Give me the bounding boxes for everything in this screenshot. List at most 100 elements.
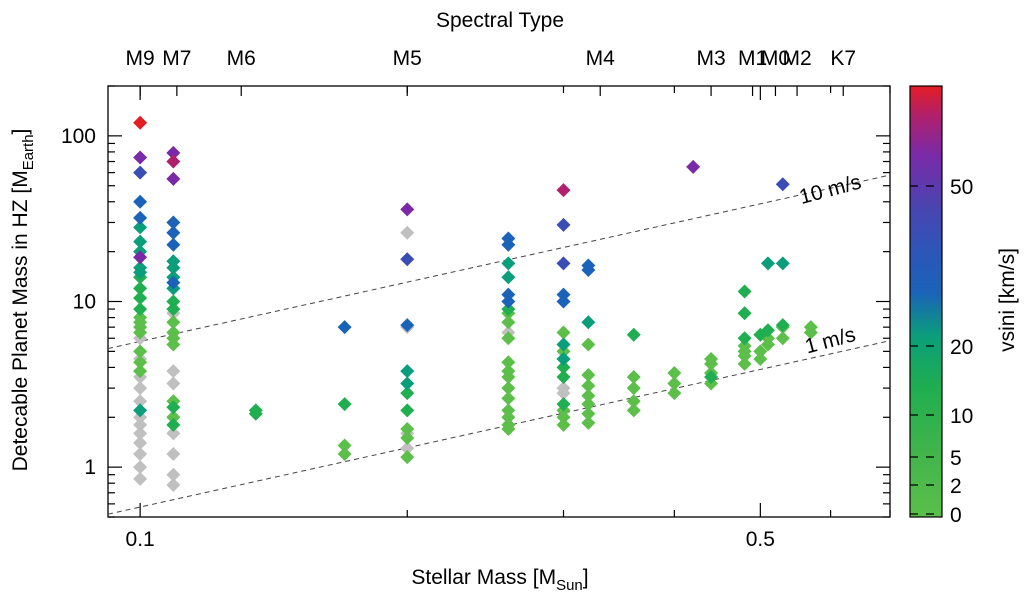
spectral-type-tick-label: M1 <box>738 47 767 70</box>
spectral-type-tick-label: M0 <box>761 47 790 70</box>
data-point <box>166 426 181 441</box>
data-point <box>166 154 181 169</box>
data-point <box>133 302 148 317</box>
data-point <box>626 403 641 418</box>
data-point <box>133 435 148 450</box>
data-point <box>337 320 352 335</box>
data-point <box>166 171 181 186</box>
data-point <box>501 331 516 346</box>
data-point <box>581 337 596 352</box>
data-point <box>626 381 641 396</box>
annotation-10ms: 10 m/s <box>797 170 864 209</box>
data-point <box>667 386 682 401</box>
data-point <box>501 256 516 271</box>
data-point <box>400 421 415 436</box>
data-point <box>400 441 415 456</box>
data-point <box>133 260 148 275</box>
data-point <box>400 450 415 465</box>
colorbar-tick-label: 50 <box>950 176 973 199</box>
data-point <box>133 447 148 462</box>
data-point <box>501 302 516 317</box>
data-point <box>166 225 181 240</box>
data-point <box>556 360 571 375</box>
data-point <box>400 403 415 418</box>
data-point <box>400 318 415 333</box>
data-point <box>133 364 148 379</box>
spectral-type-tick-label: M9 <box>126 47 155 70</box>
data-point <box>400 364 415 379</box>
data-point <box>133 250 148 265</box>
data-point <box>556 217 571 232</box>
spectral-type-tick-label: M5 <box>393 47 422 70</box>
colorbar-ticks: 0 2 5 10 20 50 <box>910 176 973 527</box>
spectral-type-tick-label: M4 <box>586 47 615 70</box>
plot-frame <box>107 85 891 518</box>
data-point <box>166 400 181 415</box>
data-point <box>581 378 596 393</box>
y-tick-label: 1 <box>84 456 96 479</box>
data-point <box>133 220 148 235</box>
data-point <box>581 388 596 403</box>
data-point <box>737 306 752 321</box>
data-point <box>166 478 181 493</box>
data-point <box>133 460 148 475</box>
data-point <box>686 159 701 174</box>
spectral-type-tick-label: M2 <box>782 47 811 70</box>
data-point <box>166 315 181 330</box>
data-point <box>737 356 752 371</box>
data-point <box>501 417 516 432</box>
data-point <box>166 294 181 309</box>
data-point <box>556 256 571 271</box>
spectral-type-label: Spectral Type <box>436 9 564 32</box>
data-point <box>400 386 415 401</box>
data-point <box>501 364 516 379</box>
x-axis-label: Stellar Mass [MSun] <box>411 566 588 593</box>
data-point <box>133 394 148 409</box>
data-point <box>501 231 516 246</box>
data-point <box>753 351 768 366</box>
colorbar-tick-label: 20 <box>950 336 973 359</box>
data-point <box>501 355 516 370</box>
data-point <box>501 315 516 330</box>
data-point <box>556 381 571 396</box>
data-point <box>501 270 516 285</box>
data-point <box>166 237 181 252</box>
data-point <box>775 331 790 346</box>
colorbar <box>909 85 943 518</box>
data-point <box>737 338 752 353</box>
data-point <box>501 287 516 302</box>
data-point <box>556 183 571 198</box>
data-point <box>501 381 516 396</box>
data-point <box>133 403 148 418</box>
data-point <box>556 351 571 366</box>
data-point <box>133 471 148 486</box>
data-point <box>166 447 181 462</box>
data-point <box>133 115 148 130</box>
data-point <box>667 376 682 391</box>
data-point <box>556 397 571 412</box>
data-point <box>501 391 516 406</box>
colorbar-tick-label: 10 <box>950 405 973 428</box>
data-point <box>133 290 148 305</box>
data-point <box>133 426 148 441</box>
data-point <box>133 417 148 432</box>
data-point <box>133 310 148 325</box>
data-point <box>581 397 596 412</box>
data-point <box>753 344 768 359</box>
data-point <box>556 287 571 302</box>
data-point <box>400 430 415 445</box>
data-point <box>775 177 790 192</box>
data-point <box>400 202 415 217</box>
data-point <box>166 254 181 269</box>
reference-line-1 <box>107 340 891 515</box>
data-point <box>581 406 596 421</box>
data-point <box>133 344 148 359</box>
data-point <box>133 281 148 296</box>
data-point <box>737 331 752 346</box>
spectral-type-tick-label: M6 <box>227 47 256 70</box>
data-point <box>626 394 641 409</box>
reference-line-0 <box>107 174 891 350</box>
data-point <box>133 234 148 249</box>
data-point <box>704 370 719 385</box>
